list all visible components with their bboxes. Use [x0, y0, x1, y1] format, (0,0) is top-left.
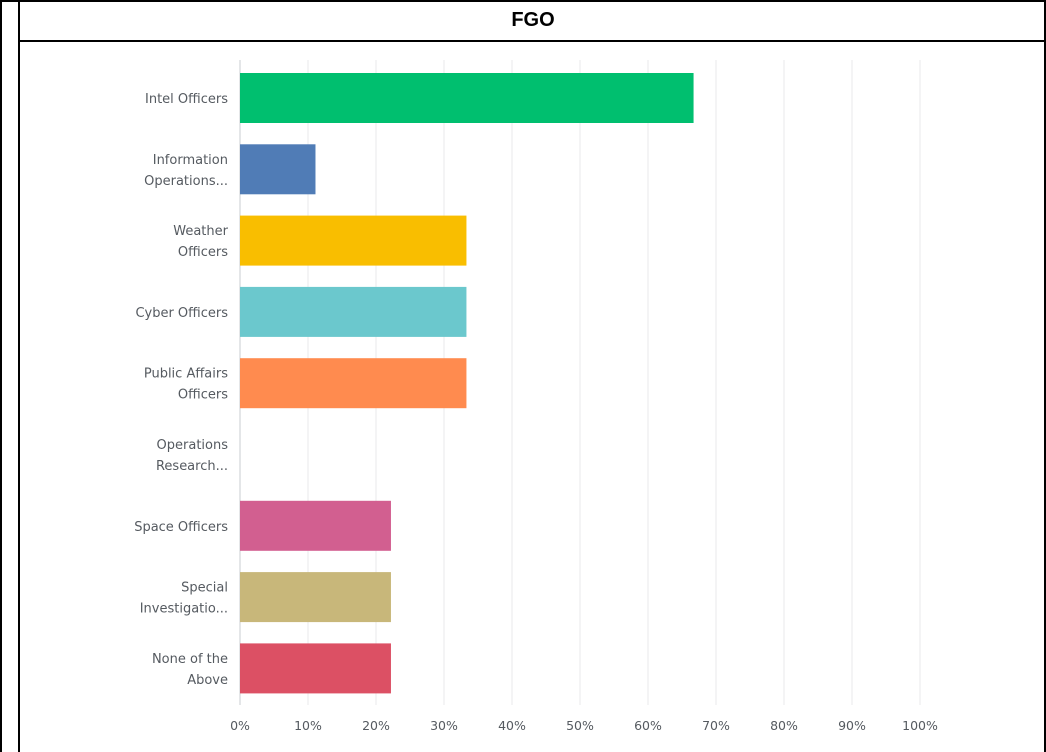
x-tick-label: 40%: [498, 718, 526, 733]
x-tick-label: 20%: [362, 718, 390, 733]
category-label: Weather Officers: [173, 224, 228, 260]
bar: [240, 286, 467, 337]
category-label: Intel Officers: [145, 92, 228, 107]
category-label: None of the Above: [152, 652, 228, 688]
x-tick-label: 10%: [294, 718, 322, 733]
bar: [240, 144, 316, 195]
x-tick-label: 100%: [902, 718, 938, 733]
bar: [240, 358, 467, 409]
page-title: FGO: [511, 8, 555, 31]
bar: [240, 572, 391, 623]
bar: [240, 500, 391, 551]
x-tick-label: 70%: [702, 718, 730, 733]
chart-cell: Intel Officers Information Operations... We…: [18, 42, 1046, 752]
bar-chart: Intel Officers Information Operations... We…: [134, 60, 938, 733]
x-tick-label: 50%: [566, 718, 594, 733]
category-label: Special Investigatio...: [140, 581, 228, 617]
bar: [240, 643, 391, 694]
x-tick-label: 0%: [230, 718, 250, 733]
table-header-cell: FGO: [18, 0, 1046, 42]
bar: [240, 215, 467, 266]
x-tick-label: 80%: [770, 718, 798, 733]
bar: [240, 73, 694, 123]
category-label: Cyber Officers: [135, 306, 228, 321]
x-tick-label: 30%: [430, 718, 458, 733]
x-tick-label: 60%: [634, 718, 662, 733]
category-label: Operations Research...: [156, 438, 228, 474]
category-label: Information Operations...: [144, 153, 228, 189]
category-label: Space Officers: [134, 520, 228, 535]
category-label: Public Affairs Officers: [144, 367, 228, 403]
x-tick-label: 90%: [838, 718, 866, 733]
